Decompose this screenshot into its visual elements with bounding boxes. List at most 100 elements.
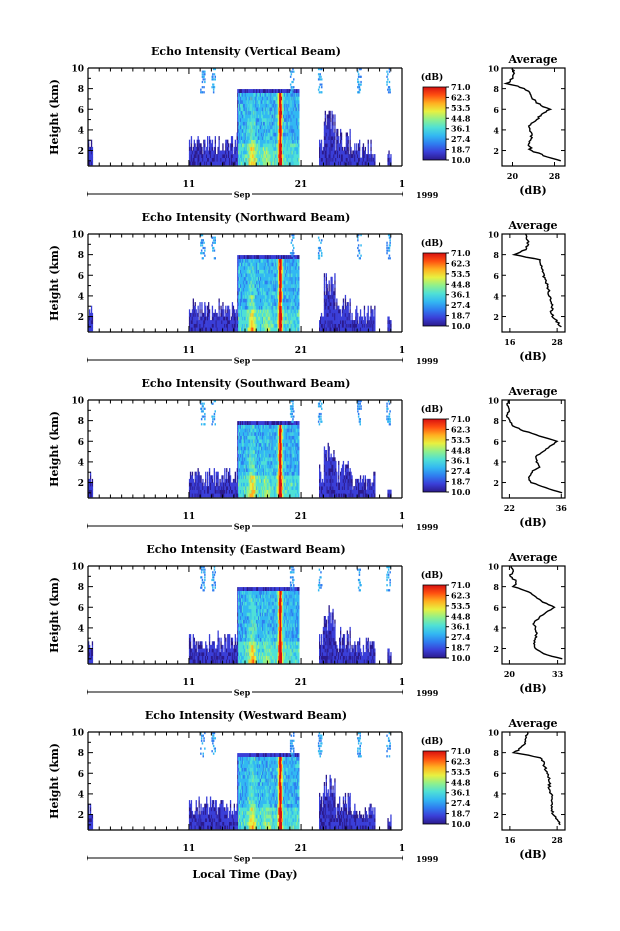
heatmap-cell: [253, 305, 255, 310]
heatmap-cell: [320, 323, 323, 328]
clutter-cell: [317, 252, 320, 255]
heatmap-cell: [205, 493, 207, 498]
heatmap-cell: [273, 273, 275, 278]
heatmap-cell: [279, 294, 281, 299]
heatmap-cell: [328, 305, 330, 310]
clutter-cell: [200, 91, 203, 94]
heatmap-cell: [280, 309, 282, 314]
heatmap-cell: [324, 161, 326, 166]
clutter-cell: [358, 83, 361, 86]
heatmap-cell: [218, 157, 220, 162]
heatmap-cell: [248, 280, 250, 285]
heatmap-cell: [339, 316, 341, 321]
heatmap-cell: [259, 161, 261, 166]
heatmap-cell: [289, 309, 291, 314]
heatmap-cell: [294, 110, 296, 115]
heatmap-cell: [325, 276, 327, 281]
heatmap-cell: [334, 121, 336, 126]
heatmap-cell: [268, 125, 270, 130]
avg-y-tick-label: 2: [493, 146, 499, 156]
heatmap-cell: [260, 284, 262, 288]
heatmap-cell: [367, 150, 369, 155]
heatmap-cell: [246, 128, 248, 133]
heatmap-cell: [353, 161, 355, 166]
heatmap-cell: [246, 298, 248, 303]
heatmap-cell: [269, 157, 271, 162]
heatmap-cell: [290, 110, 292, 115]
heatmap-cell: [268, 280, 270, 285]
heatmap-cell: [284, 312, 287, 317]
heatmap-cell: [327, 291, 329, 296]
heatmap-cell: [199, 316, 201, 321]
heatmap-cell: [260, 309, 262, 314]
heatmap-cell: [280, 125, 282, 130]
heatmap-cell: [250, 125, 252, 130]
heatmap-cell: [188, 139, 191, 144]
heatmap-cell: [220, 323, 222, 328]
heatmap-cell: [225, 323, 227, 328]
heatmap-cell: [327, 302, 329, 306]
heatmap-cell: [247, 316, 249, 321]
heatmap-cell: [327, 136, 329, 140]
heatmap-cell: [217, 157, 219, 162]
clutter-cell: [204, 80, 206, 84]
heatmap-cell: [374, 154, 376, 158]
heatmap-cell: [267, 287, 269, 292]
heatmap-cell: [215, 482, 217, 487]
heatmap-cell: [284, 118, 287, 122]
heatmap-cell: [331, 121, 333, 126]
heatmap-cell: [237, 100, 239, 104]
heatmap-cell: [249, 157, 251, 162]
heatmap-cell: [288, 294, 290, 299]
heatmap-cell: [271, 132, 273, 137]
heatmap-cell: [279, 302, 281, 306]
heatmap-cell: [207, 478, 209, 483]
heatmap-cell: [289, 128, 291, 133]
heatmap-cell: [261, 110, 263, 115]
heatmap-cell: [323, 280, 326, 285]
heatmap-cell: [208, 312, 211, 317]
heatmap-cell: [273, 114, 275, 119]
heatmap-cell: [251, 302, 253, 306]
heatmap-cell: [201, 493, 203, 498]
heatmap-cell: [224, 468, 226, 472]
heatmap-cell: [255, 312, 257, 317]
heatmap-cell: [220, 312, 222, 317]
heatmap-cell: [216, 154, 218, 158]
heatmap-cell: [287, 136, 289, 140]
heatmap-cell: [291, 150, 293, 155]
heatmap-cell: [279, 143, 281, 148]
heatmap-cell: [295, 291, 297, 296]
heatmap-cell: [261, 114, 263, 119]
heatmap-cell: [241, 320, 243, 324]
heatmap-cell: [292, 132, 294, 137]
heatmap-cell: [265, 276, 267, 281]
clutter-cell: [386, 252, 388, 255]
heatmap-cell: [275, 114, 277, 119]
heatmap-cell: [258, 161, 260, 166]
heatmap-cell: [334, 305, 336, 310]
heatmap-cell: [296, 302, 298, 306]
heatmap-cell: [332, 284, 334, 288]
heatmap-cell: [351, 327, 353, 332]
heatmap-cell: [262, 262, 265, 267]
heatmap-cell: [292, 276, 294, 281]
heatmap-cell: [268, 266, 270, 270]
heatmap-cell: [228, 323, 230, 328]
heatmap-cell: [325, 154, 327, 158]
heatmap-cell: [269, 136, 271, 140]
heatmap-cell: [333, 309, 335, 314]
heatmap-cell: [190, 475, 193, 480]
heatmap-cell: [257, 302, 259, 306]
heatmap-cell: [291, 262, 293, 267]
heatmap-cell: [349, 316, 351, 321]
heatmap-cell: [282, 312, 284, 317]
heatmap-cell: [272, 284, 274, 288]
heatmap-cell: [320, 320, 323, 324]
heatmap-cell: [232, 312, 235, 317]
heatmap-cell: [255, 157, 257, 162]
heatmap-cell: [325, 143, 327, 148]
colorbar-tick-label: 18.7: [451, 311, 470, 321]
heatmap-cell: [276, 287, 278, 292]
heatmap-cell: [262, 255, 265, 259]
